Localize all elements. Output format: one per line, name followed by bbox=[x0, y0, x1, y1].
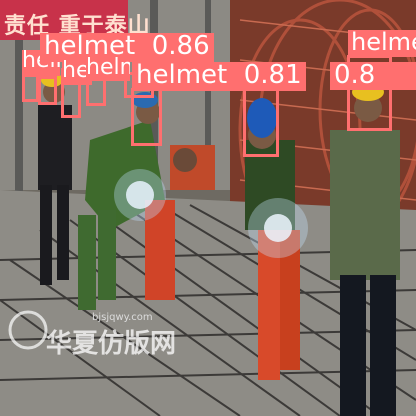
watermark-emblem bbox=[8, 310, 48, 350]
watermark-brand: 华夏仿版网 bbox=[46, 329, 177, 359]
detection-label: helmet 0.86 bbox=[40, 33, 214, 62]
watermark-site: bjsjqwy.com bbox=[92, 312, 153, 323]
worker-right bbox=[330, 83, 400, 416]
detection-label: helmet bbox=[348, 30, 416, 57]
worker-orange bbox=[145, 145, 215, 300]
detection-label: helmet 0.81 bbox=[132, 62, 306, 91]
welding-sparks bbox=[114, 169, 308, 258]
detection-label: 0.8 bbox=[330, 62, 416, 90]
detection-box bbox=[38, 76, 57, 105]
detection-label: helmet bbox=[86, 57, 130, 81]
detection-box bbox=[22, 74, 39, 102]
worker-left bbox=[38, 73, 72, 285]
